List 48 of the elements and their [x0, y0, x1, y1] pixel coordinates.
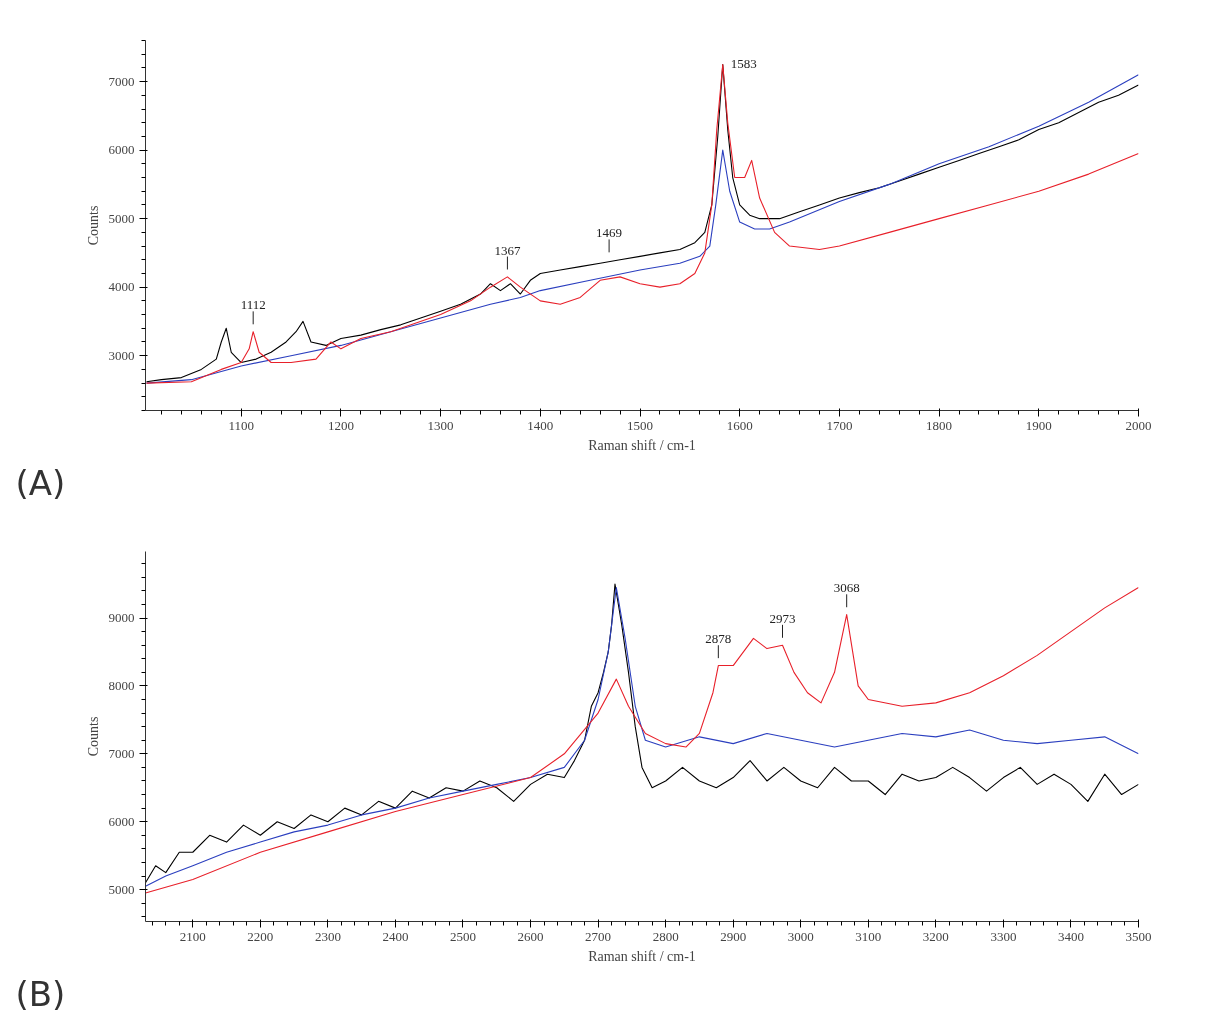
annotation: 1367	[494, 242, 521, 258]
x-tick-label: 1500	[627, 417, 654, 433]
annotation: 2973	[769, 610, 796, 626]
y-tick-label: 3000	[108, 347, 135, 363]
x-tick-label: 2100	[179, 928, 206, 944]
x-axis-title: Raman shift / cm-1	[588, 948, 696, 964]
x-tick-label: 2600	[517, 928, 544, 944]
x-tick-label: 2400	[382, 928, 409, 944]
x-tick-label: 2000	[1125, 417, 1152, 433]
x-tick-label: 1900	[1025, 417, 1052, 433]
annotation: 1583	[730, 56, 757, 72]
y-tick-label: 6000	[108, 813, 135, 829]
y-tick-label: 7000	[108, 73, 135, 89]
x-axis-title: Raman shift / cm-1	[588, 437, 696, 453]
y-tick-label: 6000	[108, 142, 135, 158]
annotation: 1112	[240, 297, 266, 313]
x-tick-label: 1200	[327, 417, 354, 433]
annotation: 1469	[596, 225, 623, 241]
y-tick-label: 8000	[108, 677, 135, 693]
x-tick-label: 1400	[527, 417, 554, 433]
x-tick-label: 2200	[247, 928, 274, 944]
x-tick-label: 1700	[826, 417, 853, 433]
x-tick-label: 3100	[855, 928, 882, 944]
x-tick-label: 2700	[585, 928, 612, 944]
y-axis-title: Counts	[85, 716, 101, 757]
y-tick-label: 9000	[108, 610, 135, 626]
x-tick-label: 3400	[1057, 928, 1084, 944]
y-tick-label: 5000	[108, 881, 135, 897]
annotation: 3068	[833, 580, 860, 596]
y-tick-label: 7000	[108, 745, 135, 761]
x-tick-label: 1300	[427, 417, 454, 433]
x-tick-label: 2800	[652, 928, 679, 944]
x-tick-label: 1600	[726, 417, 753, 433]
y-tick-label: 5000	[108, 210, 135, 226]
x-tick-label: 3500	[1125, 928, 1152, 944]
x-tick-label: 2900	[720, 928, 747, 944]
x-tick-label: 3300	[990, 928, 1017, 944]
annotation: 2878	[705, 631, 732, 647]
y-tick-label: 4000	[108, 279, 135, 295]
x-tick-label: 3200	[922, 928, 949, 944]
text: (A)	[15, 462, 66, 503]
x-tick-label: 1100	[228, 417, 254, 433]
text: (B)	[15, 973, 66, 1014]
x-tick-label: 1800	[926, 417, 953, 433]
y-axis-title: Counts	[85, 205, 101, 246]
x-tick-label: 2300	[314, 928, 341, 944]
x-tick-label: 3000	[787, 928, 814, 944]
x-tick-label: 2500	[449, 928, 476, 944]
